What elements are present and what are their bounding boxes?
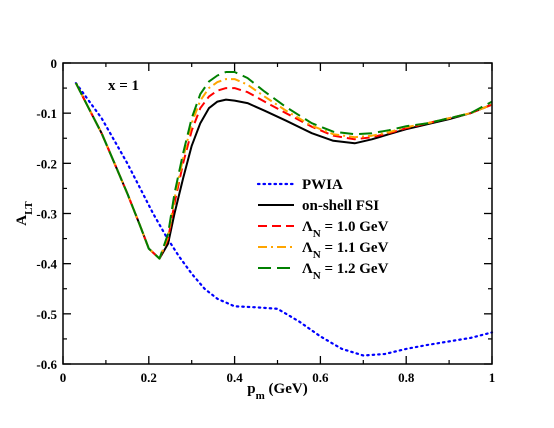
x-tick-label: 0.2 bbox=[141, 370, 157, 385]
y-tick-label: -0.6 bbox=[36, 357, 57, 372]
x-axis-title-sub: m bbox=[256, 390, 265, 402]
legend-label-3: ΛN = 1.1 GeV bbox=[302, 240, 389, 261]
tick-layer: 0 0.2 0.4 0.6 0.8 1 0 -0.1 -0.2 -0.3 -0.4 -0.5 -0.6 bbox=[36, 56, 495, 385]
x-tick-label: 0.6 bbox=[312, 370, 329, 385]
legend-label-sub: N bbox=[313, 249, 321, 261]
annotation-x: x = 1 bbox=[108, 78, 139, 94]
x-tick-label: 0.4 bbox=[226, 370, 243, 385]
legend-label-2: ΛN = 1.0 GeV bbox=[302, 219, 389, 240]
legend-label-main: Λ bbox=[302, 240, 313, 256]
legend-label-rest: = 1.1 GeV bbox=[321, 240, 389, 256]
x-axis-title-main: p bbox=[247, 381, 255, 397]
y-tick-label: -0.3 bbox=[36, 207, 57, 222]
legend-label-rest: = 1.2 GeV bbox=[321, 261, 389, 277]
y-tick-label: -0.2 bbox=[36, 156, 57, 171]
y-axis-title: ALT bbox=[14, 201, 35, 226]
series-layer bbox=[74, 71, 494, 357]
series-line-0 bbox=[74, 81, 494, 357]
legend-label-main: on-shell FSI bbox=[302, 198, 379, 214]
y-tick-label: -0.4 bbox=[36, 257, 57, 272]
x-tick-label: 0.8 bbox=[398, 370, 415, 385]
legend-label-rest: = 1.0 GeV bbox=[321, 219, 389, 235]
legend-label-main: Λ bbox=[302, 261, 313, 277]
legend-label-4: ΛN = 1.2 GeV bbox=[302, 261, 389, 282]
y-tick-label: -0.1 bbox=[36, 106, 57, 121]
y-axis-title-sub: LT bbox=[23, 201, 35, 215]
x-tick-label: 0 bbox=[60, 370, 67, 385]
x-axis-title-unit: (GeV) bbox=[265, 381, 308, 397]
legend-label-0: PWIA bbox=[302, 177, 343, 193]
y-tick-label: 0 bbox=[51, 56, 58, 71]
legend-label-main: PWIA bbox=[302, 177, 343, 193]
legend-label-sub: N bbox=[313, 270, 321, 282]
series-line-4 bbox=[75, 71, 493, 260]
y-tick-label: -0.5 bbox=[36, 307, 57, 322]
series-line-3 bbox=[75, 78, 493, 260]
legend-label-main: Λ bbox=[302, 219, 313, 235]
y-axis-title-main: A bbox=[14, 215, 30, 226]
x-tick-label: 1 bbox=[489, 370, 496, 385]
legend-label-1: on-shell FSI bbox=[302, 198, 379, 214]
x-axis-title: pm (GeV) bbox=[247, 381, 307, 402]
legend-label-sub: N bbox=[313, 228, 321, 240]
